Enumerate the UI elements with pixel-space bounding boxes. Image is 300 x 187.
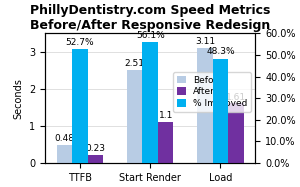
Text: 2.51: 2.51 [125, 59, 145, 68]
Bar [72, 49, 88, 163]
Text: 1.61: 1.61 [226, 93, 246, 102]
Bar [142, 42, 158, 163]
Text: 3.11: 3.11 [195, 37, 215, 46]
Bar [228, 103, 244, 163]
Bar [158, 122, 173, 163]
Bar [213, 59, 228, 163]
Text: 0.48: 0.48 [55, 134, 75, 143]
Text: 56.1%: 56.1% [136, 31, 165, 40]
Bar [88, 155, 103, 163]
Text: 48.3%: 48.3% [206, 47, 235, 56]
Bar [127, 70, 142, 163]
Text: 0.23: 0.23 [85, 144, 106, 153]
Y-axis label: Seconds: Seconds [14, 78, 23, 119]
Bar [57, 145, 72, 163]
Text: 1.1: 1.1 [158, 111, 173, 120]
Bar [197, 48, 213, 163]
Text: 52.7%: 52.7% [66, 38, 94, 47]
Title: PhillyDentistry.com Speed Metrics
Before/After Responsive Redesign: PhillyDentistry.com Speed Metrics Before… [30, 4, 270, 32]
Legend: Before, After, % Improved: Before, After, % Improved [173, 72, 251, 112]
